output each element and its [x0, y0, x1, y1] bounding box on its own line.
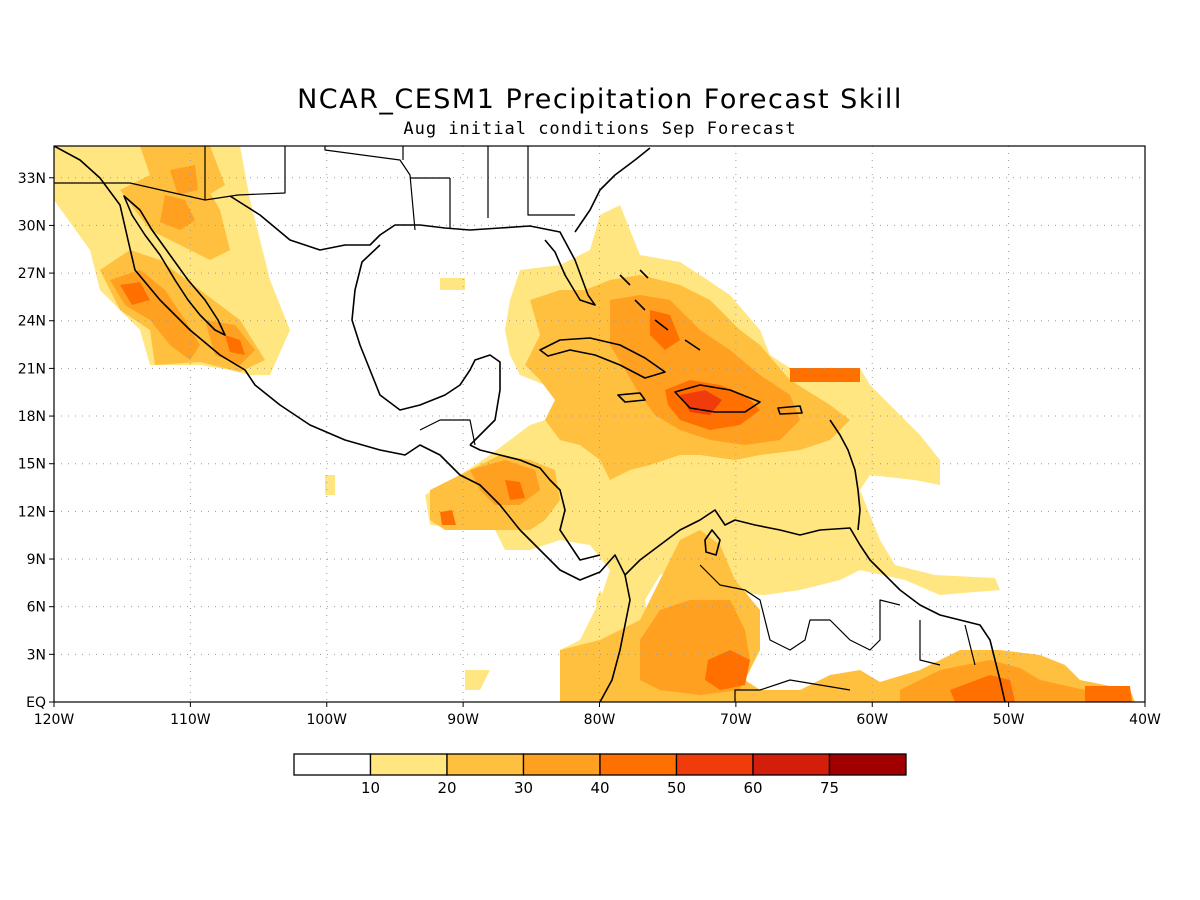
- lat-tick-label: 15N: [18, 457, 46, 473]
- skill-region-l4-29: [950, 675, 1015, 702]
- colorbar-label: 75: [820, 779, 839, 797]
- skill-region-l4-30: [1085, 686, 1132, 702]
- colorbar-label: 10: [361, 779, 380, 797]
- colorbar-box: [522, 753, 601, 776]
- colorbar-box: [828, 753, 907, 776]
- pacific-coastline: [54, 146, 631, 702]
- lat-tick-label: 18N: [18, 409, 46, 425]
- lat-tick-label: 27N: [18, 266, 46, 282]
- cuba-coastline: [539, 337, 666, 379]
- lon-tick-label: 100W: [306, 712, 347, 728]
- colorbar-box: [293, 753, 372, 776]
- skill-region-l4-23: [505, 480, 525, 500]
- skill-region-l4-15: [790, 368, 860, 382]
- lon-tick-label: 50W: [993, 712, 1025, 728]
- bahamas-islands: [619, 269, 701, 351]
- lat-tick-label: EQ: [26, 695, 46, 711]
- skill-region-l1-20: [465, 670, 490, 690]
- us-east-coastline: [574, 147, 651, 233]
- colorbar: 10 20 30 40 50 60 75: [293, 753, 907, 797]
- axis-ticks: EQ 3N 6N 9N 12N 15N 18N 21N 24N 27N 30N 33N 120W 110W…: [18, 171, 1161, 728]
- colorbar-label: 20: [437, 779, 456, 797]
- skill-region-l1-10: [440, 278, 465, 290]
- south-america-borders: [699, 564, 976, 702]
- lat-tick-label: 6N: [27, 600, 46, 616]
- lon-tick-label: 80W: [584, 712, 616, 728]
- puerto-rico-coastline: [777, 405, 803, 415]
- map-area: [54, 146, 1145, 702]
- skill-region-l4-9: [225, 335, 245, 355]
- lat-tick-label: 30N: [18, 218, 46, 234]
- colorbar-box: [752, 753, 831, 776]
- lon-tick-label: 60W: [856, 712, 888, 728]
- colorbar-box: [599, 753, 678, 776]
- central-america-coastline: [469, 444, 601, 561]
- lat-tick-label: 9N: [27, 552, 46, 568]
- lat-tick-label: 21N: [18, 361, 46, 377]
- colorbar-label: 30: [514, 779, 533, 797]
- skill-region-l4-24: [440, 510, 456, 525]
- skill-region-l4-14: [650, 310, 680, 350]
- colorbar-box: [446, 753, 525, 776]
- coastlines: [54, 146, 1006, 702]
- lon-tick-label: 120W: [34, 712, 75, 728]
- baja-peninsula: [123, 195, 226, 336]
- lon-tick-label: 40W: [1129, 712, 1161, 728]
- lat-tick-label: 3N: [27, 647, 46, 663]
- south-america-coastline: [624, 509, 1006, 702]
- lat-tick-label: 12N: [18, 504, 46, 520]
- hispaniola-coastline: [674, 384, 761, 413]
- maracaibo-lake: [704, 529, 721, 556]
- gulf-coastline: [229, 195, 596, 446]
- map-title: NCAR_CESM1 Precipitation Forecast Skill: [297, 84, 903, 115]
- skill-region-l4-8: [120, 282, 150, 305]
- colorbar-box: [369, 753, 448, 776]
- colorbar-label: 60: [743, 779, 762, 797]
- lat-tick-label: 24N: [18, 314, 46, 330]
- country-borders: [54, 146, 575, 446]
- lon-tick-label: 70W: [720, 712, 752, 728]
- colorbar-box: [675, 753, 754, 776]
- colorbar-label: 40: [590, 779, 609, 797]
- lon-tick-label: 110W: [170, 712, 211, 728]
- lesser-antilles: [829, 419, 861, 531]
- skill-region-l1-19: [325, 475, 335, 495]
- lon-tick-label: 90W: [447, 712, 479, 728]
- skill-region-l3-6: [170, 165, 198, 195]
- colorbar-label: 50: [667, 779, 686, 797]
- jamaica-coastline: [617, 392, 646, 403]
- skill-region-l4-28: [705, 650, 750, 690]
- skill-region-l3-5: [160, 195, 195, 230]
- map-subtitle: Aug initial conditions Sep Forecast: [403, 119, 797, 139]
- lat-tick-label: 33N: [18, 171, 46, 187]
- skill-region-l1-18: [596, 590, 605, 630]
